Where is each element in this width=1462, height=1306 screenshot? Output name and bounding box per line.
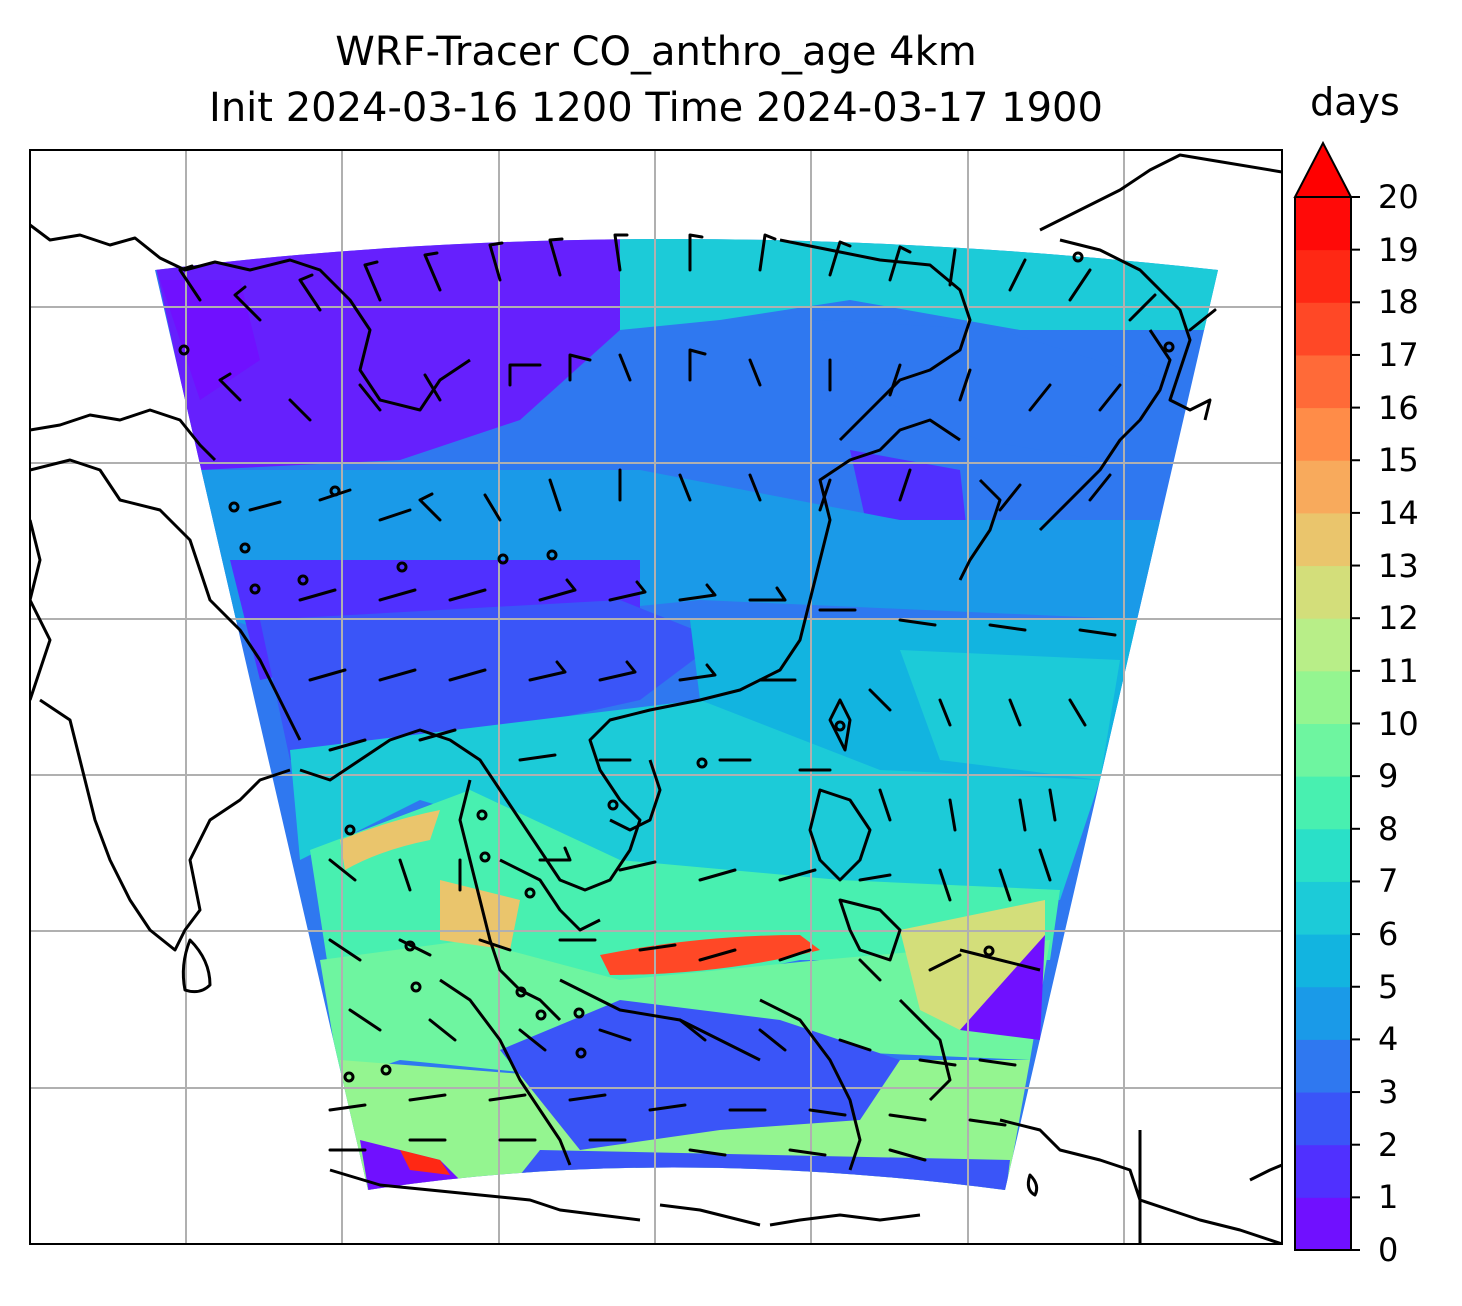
colorbar-level-4: [1295, 986, 1351, 1040]
colorbar-level-8: [1295, 776, 1351, 830]
colorbar-tick-label: 15: [1378, 441, 1419, 480]
colorbar-level-14: [1295, 460, 1351, 514]
colorbar-tick-label: 11: [1378, 651, 1419, 690]
map-axes-frame: [29, 149, 1283, 1245]
colorbar-level-9: [1295, 723, 1351, 777]
wind-barbs: [178, 233, 1217, 1162]
colorbar-level-0: [1295, 1197, 1351, 1251]
colorbar-level-19: [1295, 197, 1351, 251]
colorbar-tick-label: 9: [1378, 757, 1399, 796]
colorbar-level-17: [1295, 302, 1351, 356]
colorbar-tick-label: 14: [1378, 493, 1419, 532]
colorbar-level-13: [1295, 512, 1351, 567]
colorbar-level-6: [1295, 881, 1351, 935]
colorbar-level-11: [1295, 618, 1351, 672]
colorbar-level-7: [1295, 828, 1351, 882]
colorbar-tick-label: 20: [1378, 178, 1419, 216]
coastlines: [30, 153, 1282, 1244]
colorbar-tick-label: 16: [1378, 388, 1419, 427]
colorbar-tick-label: 13: [1378, 546, 1419, 585]
calm-wind-markers: [178, 251, 1175, 1083]
colorbar-level-10: [1295, 670, 1351, 724]
gridlines: [30, 150, 1282, 1244]
colorbar-tick-label: 17: [1378, 335, 1419, 374]
colorbar-level-15: [1295, 407, 1351, 461]
colorbar-tick-label: 6: [1378, 915, 1399, 954]
colorbar-tick-label: 2: [1378, 1125, 1399, 1164]
colorbar-level-16: [1295, 354, 1351, 409]
map-title-line2: Init 2024-03-16 1200 Time 2024-03-17 190…: [209, 85, 1103, 131]
colorbar-tick-label: 18: [1378, 283, 1419, 322]
colorbar-tick-label: 8: [1378, 809, 1399, 848]
colorbar-unit-label: days: [1310, 80, 1400, 124]
colorbar-tick-label: 3: [1378, 1073, 1399, 1112]
colorbar-tick-label: 7: [1378, 862, 1399, 901]
map-title-line1: WRF-Tracer CO_anthro_age 4km: [335, 29, 977, 75]
colorbar-tick-label: 0: [1378, 1231, 1399, 1269]
colorbar-tick-label: 19: [1378, 230, 1419, 269]
colorbar-level-12: [1295, 565, 1351, 619]
tracer-age-field: [155, 239, 1218, 1190]
colorbar-level-1: [1295, 1144, 1351, 1198]
colorbar-tick-label: 5: [1378, 967, 1399, 1006]
colorbar-tick-label: 4: [1378, 1020, 1399, 1059]
colorbar-tick-label: 1: [1378, 1178, 1399, 1217]
colorbar-tick-label: 12: [1378, 599, 1419, 638]
colorbar-level-18: [1295, 249, 1351, 303]
colorbar-level-2: [1295, 1092, 1351, 1146]
colorbar-tick-label: 10: [1378, 704, 1419, 743]
colorbar-extend-arrow: [1293, 140, 1353, 198]
colorbar-level-3: [1295, 1039, 1351, 1093]
colorbar-level-5: [1295, 934, 1351, 988]
colorbar: [1293, 140, 1360, 1251]
